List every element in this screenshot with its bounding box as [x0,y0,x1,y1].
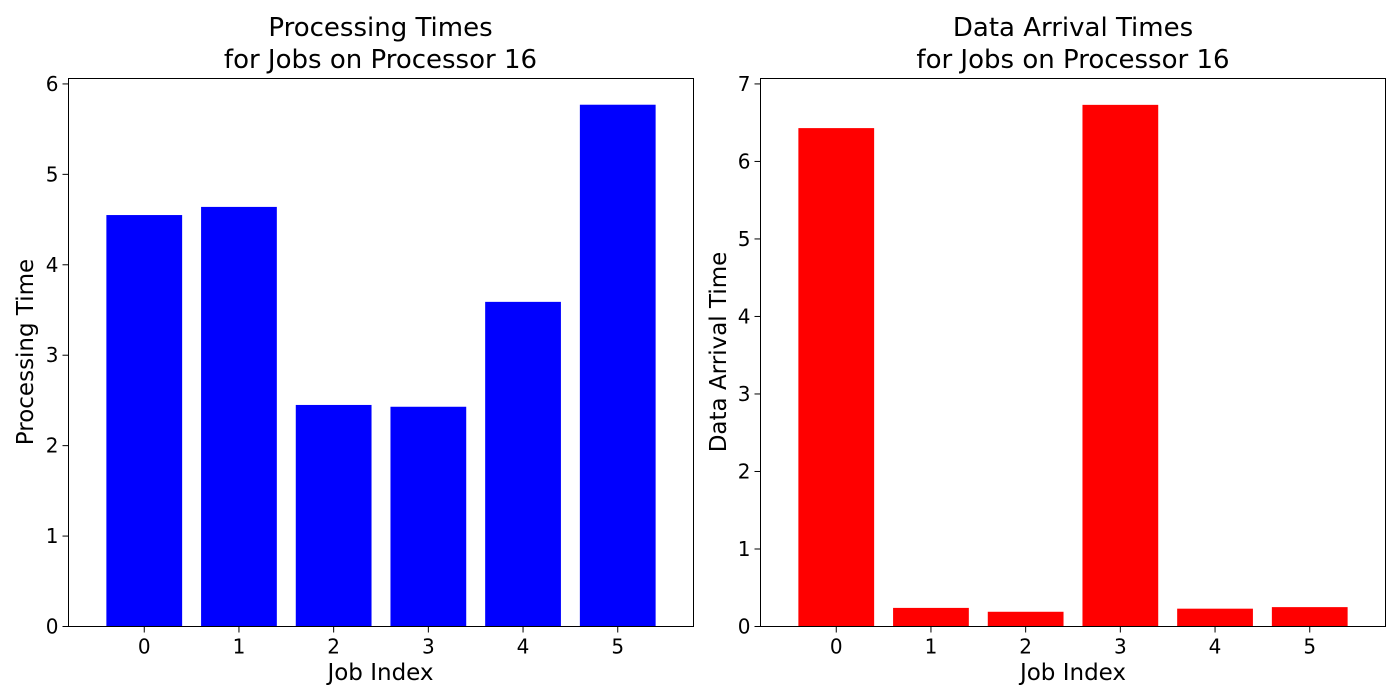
bar-0 [106,215,183,627]
x-tick-label: 3 [422,635,435,659]
bar-5 [579,104,656,627]
x-tick-label: 5 [611,635,624,659]
bars [798,104,1348,627]
bar-4 [485,301,561,627]
y-tick-label: 5 [738,227,751,251]
bar-3 [1082,104,1159,627]
bar-3 [390,406,467,627]
chart-title-line2: for Jobs on Processor 16 [916,45,1229,75]
chart-title-line1: Processing Times [268,13,492,43]
y-tick-label: 2 [46,434,59,458]
x-axis-ticks: 0 1 2 3 4 5 [830,626,1316,659]
bars [106,104,656,627]
bar-2 [987,611,1064,627]
data-arrival-times-chart: Data Arrival Times for Jobs on Processor… [706,13,1386,686]
y-tick-label: 0 [738,615,751,639]
x-tick-label: 3 [1114,635,1127,659]
x-tick-label: 2 [1019,635,1032,659]
x-tick-label: 5 [1303,635,1316,659]
bar-1 [201,206,277,627]
x-tick-label: 4 [517,635,530,659]
y-axis-label: Processing Time [13,259,39,445]
x-tick-label: 1 [925,635,938,659]
x-tick-label: 4 [1209,635,1222,659]
y-tick-label: 3 [738,382,751,406]
plot-frame [68,78,694,627]
bar-5 [1271,607,1348,627]
bar-2 [295,404,372,627]
x-tick-label: 1 [233,635,246,659]
y-tick-label: 0 [46,615,59,639]
y-tick-label: 3 [46,343,59,367]
plot-frame [760,78,1386,627]
x-tick-label: 2 [327,635,340,659]
chart-title-line1: Data Arrival Times [953,13,1193,43]
bar-4 [1177,608,1253,627]
chart-title-line2: for Jobs on Processor 16 [224,45,537,75]
bar-1 [893,607,969,627]
y-tick-label: 1 [46,524,59,548]
y-tick-label: 4 [46,253,59,277]
y-tick-label: 6 [738,149,751,173]
x-axis-label: Job Index [1018,660,1126,686]
bar-0 [798,128,875,627]
x-axis-ticks: 0 1 2 3 4 5 [138,626,624,659]
x-tick-label: 0 [138,635,151,659]
y-tick-label: 4 [738,304,751,328]
y-tick-label: 5 [46,162,59,186]
y-axis-ticks: 0 1 2 3 4 5 6 [46,72,69,639]
y-axis-ticks: 0 1 2 3 4 5 6 7 [738,72,761,639]
y-tick-label: 1 [738,537,751,561]
y-tick-label: 7 [738,72,751,96]
y-tick-label: 2 [738,459,751,483]
x-tick-label: 0 [830,635,843,659]
y-tick-label: 6 [46,72,59,96]
x-axis-label: Job Index [325,660,433,686]
y-axis-label: Data Arrival Time [706,252,732,453]
processing-times-chart: Processing Times for Jobs on Processor 1… [13,13,694,686]
